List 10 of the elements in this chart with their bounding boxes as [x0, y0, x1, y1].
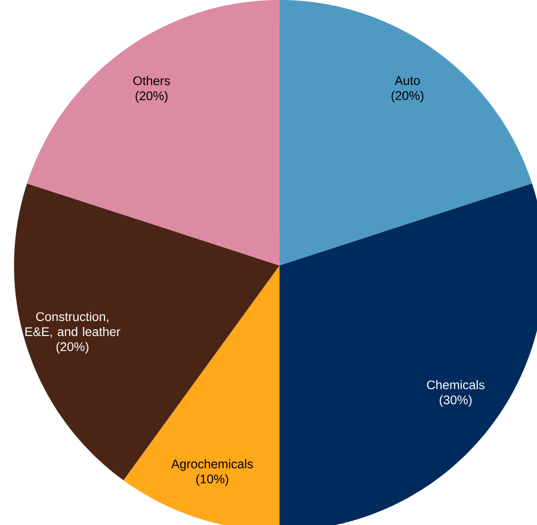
- slice-label: Construction, E&E, and leather: [25, 312, 120, 338]
- slice-label: Agrochemicals: [171, 459, 253, 471]
- slice-label: Others: [133, 76, 170, 86]
- data-label: (30%): [440, 395, 472, 407]
- slice-label: Chemicals: [427, 380, 484, 390]
- data-label: (10%): [196, 474, 228, 486]
- slice-label: Auto: [394, 76, 420, 85]
- data-label: (20%): [56, 342, 88, 354]
- data-label: (20%): [392, 90, 424, 102]
- data-label: (20%): [136, 91, 168, 103]
